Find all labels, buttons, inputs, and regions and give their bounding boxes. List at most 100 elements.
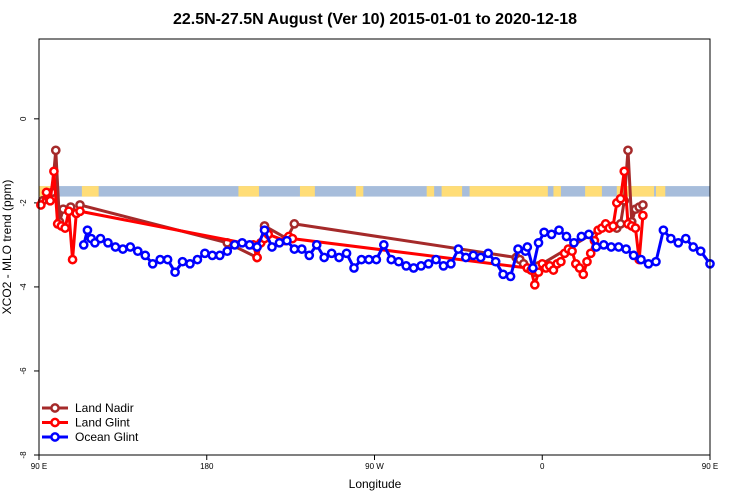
ocean-glint-point	[341, 248, 352, 259]
legend-swatch-marker	[50, 403, 60, 413]
ocean-glint-point	[408, 263, 419, 273]
legend-swatch-marker	[50, 417, 60, 428]
ocean-glint-point	[334, 252, 344, 263]
ocean-glint-point	[282, 235, 292, 246]
land-segment	[616, 186, 655, 197]
legend-swatch-marker	[50, 432, 60, 442]
land-segment	[238, 186, 259, 197]
plot-frame	[38, 38, 711, 456]
ocean-glint-point	[533, 237, 544, 248]
ocean-glint-series	[78, 225, 715, 282]
ocean-glint-point	[378, 240, 389, 250]
ocean-glint-point	[658, 225, 669, 236]
land-glint-point	[556, 256, 566, 267]
ocean-glint-point	[82, 225, 93, 236]
y-tick-label: -6	[19, 367, 28, 375]
x-tick-label: 0	[540, 462, 545, 471]
ocean-glint-point	[546, 229, 557, 240]
ocean-glint-point	[95, 233, 106, 244]
ocean-glint-point	[569, 237, 579, 248]
ocean-glint-point	[621, 244, 631, 254]
ocean-glint-point	[576, 231, 587, 242]
land-nadir-point	[50, 145, 61, 156]
land-glint-point	[60, 223, 70, 233]
y-tick-label: -8	[19, 451, 28, 459]
ocean-glint-point	[416, 261, 426, 271]
ocean-glint-point	[110, 242, 121, 252]
ocean-glint-point	[289, 244, 300, 254]
y-axis-ticks: 0 -2 -4 -6 -8	[19, 116, 39, 459]
ocean-glint-point	[453, 244, 464, 254]
ocean-glint-point	[229, 240, 240, 250]
ocean-glint-point	[132, 246, 143, 257]
ocean-glint-point	[356, 254, 367, 265]
ocean-glint-point	[561, 231, 572, 242]
chart-title: 22.5N-27.5N August (Ver 10) 2015-01-01 t…	[173, 11, 577, 28]
legend-label: Land Nadir	[75, 401, 134, 415]
ocean-glint-point	[155, 254, 166, 265]
land-glint-point	[585, 248, 596, 259]
legend-label: Ocean Glint	[75, 430, 139, 444]
land-glint-point	[619, 166, 630, 177]
legend-label: Land Glint	[75, 416, 130, 430]
land-glint-point	[75, 206, 85, 217]
land-glint-point	[529, 279, 540, 290]
ocean-glint-point	[483, 248, 494, 259]
land-glint-point	[45, 195, 56, 206]
ocean-glint-point	[505, 271, 516, 282]
y-tick-label: -2	[19, 199, 28, 207]
ocean-glint-point	[460, 252, 471, 263]
land-segment	[553, 186, 561, 197]
ocean-glint-point	[680, 233, 691, 244]
ocean-glint-point	[244, 240, 255, 250]
land-mask-band	[39, 186, 710, 197]
y-axis-title: XCO2 - MLO trend (ppm)	[0, 180, 14, 315]
land-nadir-point	[638, 200, 648, 210]
land-glint-point	[567, 246, 577, 257]
ocean-glint-point	[147, 258, 158, 269]
ocean-glint-point	[103, 237, 113, 248]
land-glint-point	[578, 269, 589, 280]
land-segment	[585, 186, 602, 197]
ocean-glint-point	[688, 242, 699, 252]
ocean-glint-point	[606, 242, 617, 252]
land-glint-point	[630, 223, 641, 233]
ocean-glint-point	[237, 237, 248, 248]
ocean-glint-point	[364, 254, 374, 265]
x-tick-label: 180	[200, 462, 214, 471]
land-glint-point	[67, 254, 78, 265]
ocean-glint-point	[252, 242, 262, 252]
ocean-glint-point	[214, 250, 225, 261]
land-glint-point	[615, 193, 626, 204]
ocean-glint-point	[200, 248, 210, 259]
legend-item-land-nadir: Land Nadir	[42, 401, 134, 415]
ocean-glint-point	[386, 254, 397, 265]
land-segment	[469, 186, 548, 197]
land-segment	[426, 186, 435, 197]
ocean-glint-point	[490, 256, 501, 267]
land-nadir-point	[289, 219, 300, 229]
ocean-glint-point	[170, 267, 180, 278]
ocean-glint-point	[326, 248, 337, 259]
ocean-glint-point	[349, 263, 359, 273]
land-segment	[81, 186, 99, 197]
ocean-glint-point	[651, 256, 661, 267]
land-glint-point	[36, 200, 46, 210]
ocean-glint-point	[431, 254, 441, 265]
ocean-glint-point	[192, 254, 203, 265]
ocean-glint-point	[259, 225, 270, 236]
ocean-glint-point	[274, 237, 285, 248]
land-glint-point	[49, 166, 59, 177]
x-axis-ticks: 90 E 180 90 W 0 90 E	[31, 455, 718, 471]
ocean-glint-point	[643, 258, 654, 269]
ocean-glint-point	[304, 250, 315, 261]
land-segment	[299, 186, 315, 197]
ocean-glint-point	[371, 254, 382, 265]
ocean-glint-point	[319, 252, 330, 263]
ocean-glint-point	[222, 246, 233, 257]
ocean-glint-point	[583, 229, 594, 240]
ocean-glint-point	[598, 240, 609, 250]
land-glint-point	[252, 252, 262, 263]
